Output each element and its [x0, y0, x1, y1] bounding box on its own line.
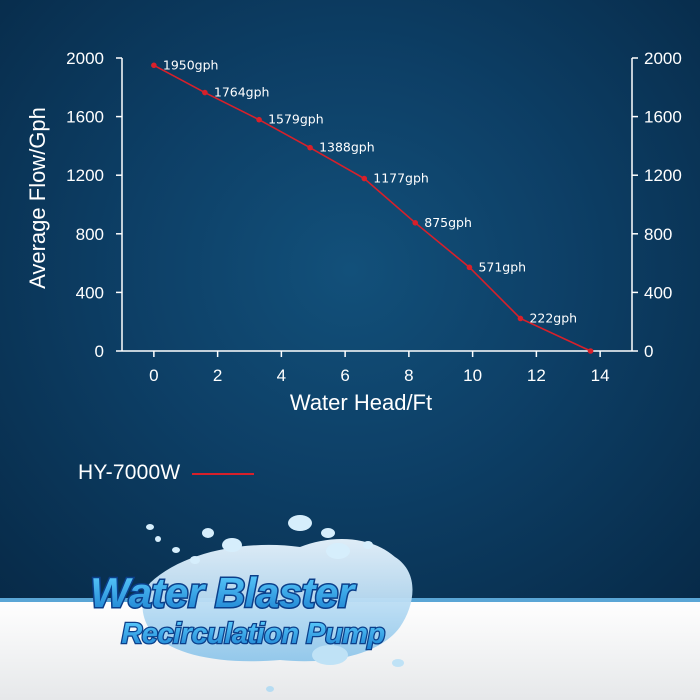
- data-point: [466, 264, 473, 271]
- x-tick-label: 6: [340, 366, 349, 385]
- water-blaster-logo: Water Blaster Recirculation Pump: [89, 515, 413, 692]
- legend-line-swatch: [192, 473, 255, 475]
- chart-axes: 0 0 400 400 800 800 1200 1200 1600 1600 2000 2000 0 2…: [66, 49, 682, 385]
- data-point: [517, 315, 524, 322]
- y-tick-label-right: 400: [644, 283, 672, 302]
- data-point: [361, 175, 368, 182]
- x-tick-label: 14: [591, 366, 610, 385]
- data-label: 1950gph: [163, 57, 219, 72]
- data-label: 875gph: [424, 215, 472, 230]
- x-tick-label: 8: [404, 366, 413, 385]
- y-tick-label-right: 0: [644, 342, 653, 361]
- x-tick-label: 10: [463, 366, 482, 385]
- logo-title: Water Blaster: [90, 569, 357, 616]
- y-tick-label-right: 1600: [644, 108, 682, 127]
- y-tick-label-left: 1600: [66, 108, 104, 127]
- series-line: [153, 64, 591, 352]
- legend-label: HY-7000W: [78, 461, 181, 484]
- data-point: [307, 144, 313, 151]
- x-tick-label: 4: [277, 366, 286, 385]
- data-point: [256, 116, 262, 123]
- y-tick-label-left: 800: [76, 225, 104, 244]
- legend: HY-7000W: [78, 458, 255, 488]
- y-tick-label-left: 0: [95, 342, 104, 361]
- data-label: 1764gph: [214, 85, 270, 100]
- y-tick-label-left: 400: [76, 283, 104, 302]
- data-label: 1579gph: [268, 112, 324, 127]
- x-tick-label: 12: [527, 366, 546, 385]
- x-axis-label: Water Head/Ft: [290, 390, 432, 415]
- chart-series: 1950gph 1764gph 1579gph 1388gph 1177gph 875gp…: [151, 57, 594, 354]
- x-tick-label: 2: [213, 366, 222, 385]
- y-axis-label: Average Flow/Gph: [25, 107, 50, 289]
- y-tick-label-right: 800: [644, 225, 672, 244]
- data-point: [587, 348, 594, 354]
- data-label: 1177gph: [373, 171, 429, 186]
- data-point: [202, 89, 208, 96]
- y-tick-label-right: 1200: [644, 166, 682, 185]
- data-label: 571gph: [478, 259, 526, 274]
- y-tick-label-left: 1200: [66, 166, 104, 185]
- data-point: [151, 62, 157, 69]
- data-label: 1388gph: [319, 140, 375, 155]
- logo-subtitle: Recirculation Pump: [121, 618, 384, 650]
- x-tick-label: 0: [149, 366, 158, 385]
- chart-panel: [0, 0, 700, 600]
- water-splash-icon: [142, 515, 413, 692]
- y-tick-label-left: 2000: [66, 49, 104, 68]
- data-label: 222gph: [529, 310, 577, 325]
- y-tick-label-right: 2000: [644, 49, 682, 68]
- data-point: [412, 220, 419, 226]
